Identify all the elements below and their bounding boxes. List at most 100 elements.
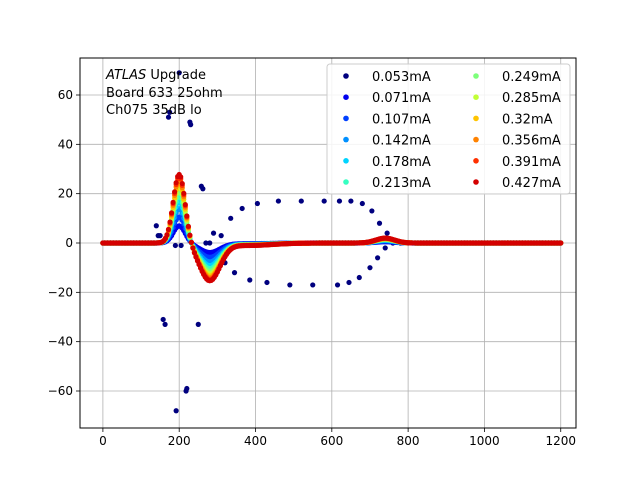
y-tick-label: −60: [48, 384, 73, 398]
data-point: [173, 408, 179, 414]
data-point: [356, 274, 362, 281]
data-point: [153, 223, 159, 229]
legend-label: 0.071mA: [372, 91, 431, 106]
data-point: [264, 279, 270, 286]
data-point: [188, 239, 195, 245]
x-tick-label: 1000: [469, 434, 500, 448]
data-point: [359, 200, 365, 207]
data-point: [190, 245, 196, 251]
legend-label: 0.107mA: [372, 112, 431, 127]
annotation-line-3: Ch075 35dB lo: [106, 103, 202, 118]
legend-marker: [343, 179, 349, 185]
data-point: [384, 230, 390, 236]
data-point: [375, 255, 381, 261]
series-0.427mA: [100, 171, 564, 284]
data-point: [184, 385, 190, 392]
legend-marker: [473, 94, 479, 100]
data-point: [336, 198, 343, 204]
x-tick-label: 0: [99, 434, 107, 448]
x-tick-label: 200: [168, 434, 191, 448]
data-point: [164, 232, 170, 238]
legend-label: 0.391mA: [502, 155, 561, 170]
data-point: [298, 198, 304, 204]
data-point: [165, 114, 172, 120]
data-point: [348, 198, 354, 204]
data-point: [170, 199, 176, 205]
data-point: [210, 230, 217, 236]
legend-label: 0.427mA: [502, 176, 561, 191]
data-point: [182, 201, 188, 208]
y-tick-label: 40: [58, 137, 73, 151]
data-point: [181, 190, 187, 196]
data-point: [231, 270, 238, 276]
legend-marker: [343, 94, 349, 100]
data-point: [382, 245, 388, 251]
data-point: [254, 200, 261, 207]
data-point: [195, 321, 201, 327]
data-point: [162, 321, 168, 327]
legend-marker: [473, 158, 479, 164]
data-point: [184, 213, 190, 219]
data-point: [346, 279, 352, 286]
data-point: [239, 205, 245, 212]
legend-label: 0.32mA: [502, 112, 553, 127]
data-point: [203, 240, 209, 246]
data-point: [188, 122, 194, 128]
data-point: [200, 186, 206, 192]
x-tick-label: 1200: [545, 434, 576, 448]
y-tick-label: 0: [65, 236, 73, 250]
legend-label: 0.178mA: [372, 155, 431, 170]
data-point: [172, 189, 178, 195]
data-point: [321, 198, 327, 204]
data-point: [178, 242, 184, 249]
legend-marker: [473, 73, 479, 79]
annotation-line-1: ATLAS Upgrade: [105, 68, 206, 83]
data-point: [157, 233, 163, 239]
data-point: [173, 180, 179, 186]
y-tick-label: −20: [48, 285, 73, 299]
data-point: [310, 282, 316, 288]
data-point: [207, 240, 213, 246]
x-tick-label: 800: [397, 434, 420, 448]
legend-label: 0.053mA: [372, 70, 431, 85]
data-point: [376, 220, 383, 226]
legend-label: 0.285mA: [502, 91, 561, 106]
legend: 0.053mA 0.071mA 0.107mA 0.142mA 0.178mA 0.213…: [326, 63, 571, 195]
legend-label: 0.213mA: [372, 176, 431, 191]
data-point: [228, 215, 234, 221]
legend-label: 0.142mA: [372, 134, 431, 149]
x-tick-label: 600: [320, 434, 343, 448]
legend-box: [326, 63, 571, 195]
data-point: [167, 109, 173, 115]
data-points: [100, 70, 564, 414]
data-point: [287, 282, 293, 288]
legend-marker: [343, 115, 349, 122]
data-point: [185, 223, 191, 229]
y-tick-label: 60: [58, 88, 73, 102]
data-point: [167, 219, 173, 225]
data-point: [558, 240, 564, 246]
data-point: [187, 232, 193, 238]
y-tick-label: −40: [48, 335, 73, 349]
data-point: [178, 174, 184, 180]
axis-ticks: 0 200 400 600 800 1000 1200 −60 −40 −20 0 20 40 60: [48, 88, 576, 448]
data-point: [367, 265, 373, 271]
legend-marker: [343, 73, 349, 79]
data-point: [165, 226, 172, 232]
data-point: [168, 210, 175, 216]
legend-marker: [473, 115, 479, 122]
data-point: [176, 70, 182, 76]
legend-marker: [473, 179, 479, 185]
data-point: [275, 198, 281, 204]
data-point: [179, 180, 185, 187]
legend-marker: [343, 158, 349, 164]
x-tick-label: 400: [244, 434, 267, 448]
data-point: [218, 233, 224, 239]
data-point: [191, 250, 198, 256]
legend-marker: [473, 136, 479, 143]
data-point: [334, 282, 341, 288]
legend-marker: [343, 136, 349, 143]
data-point: [369, 208, 375, 214]
data-point: [160, 316, 166, 323]
